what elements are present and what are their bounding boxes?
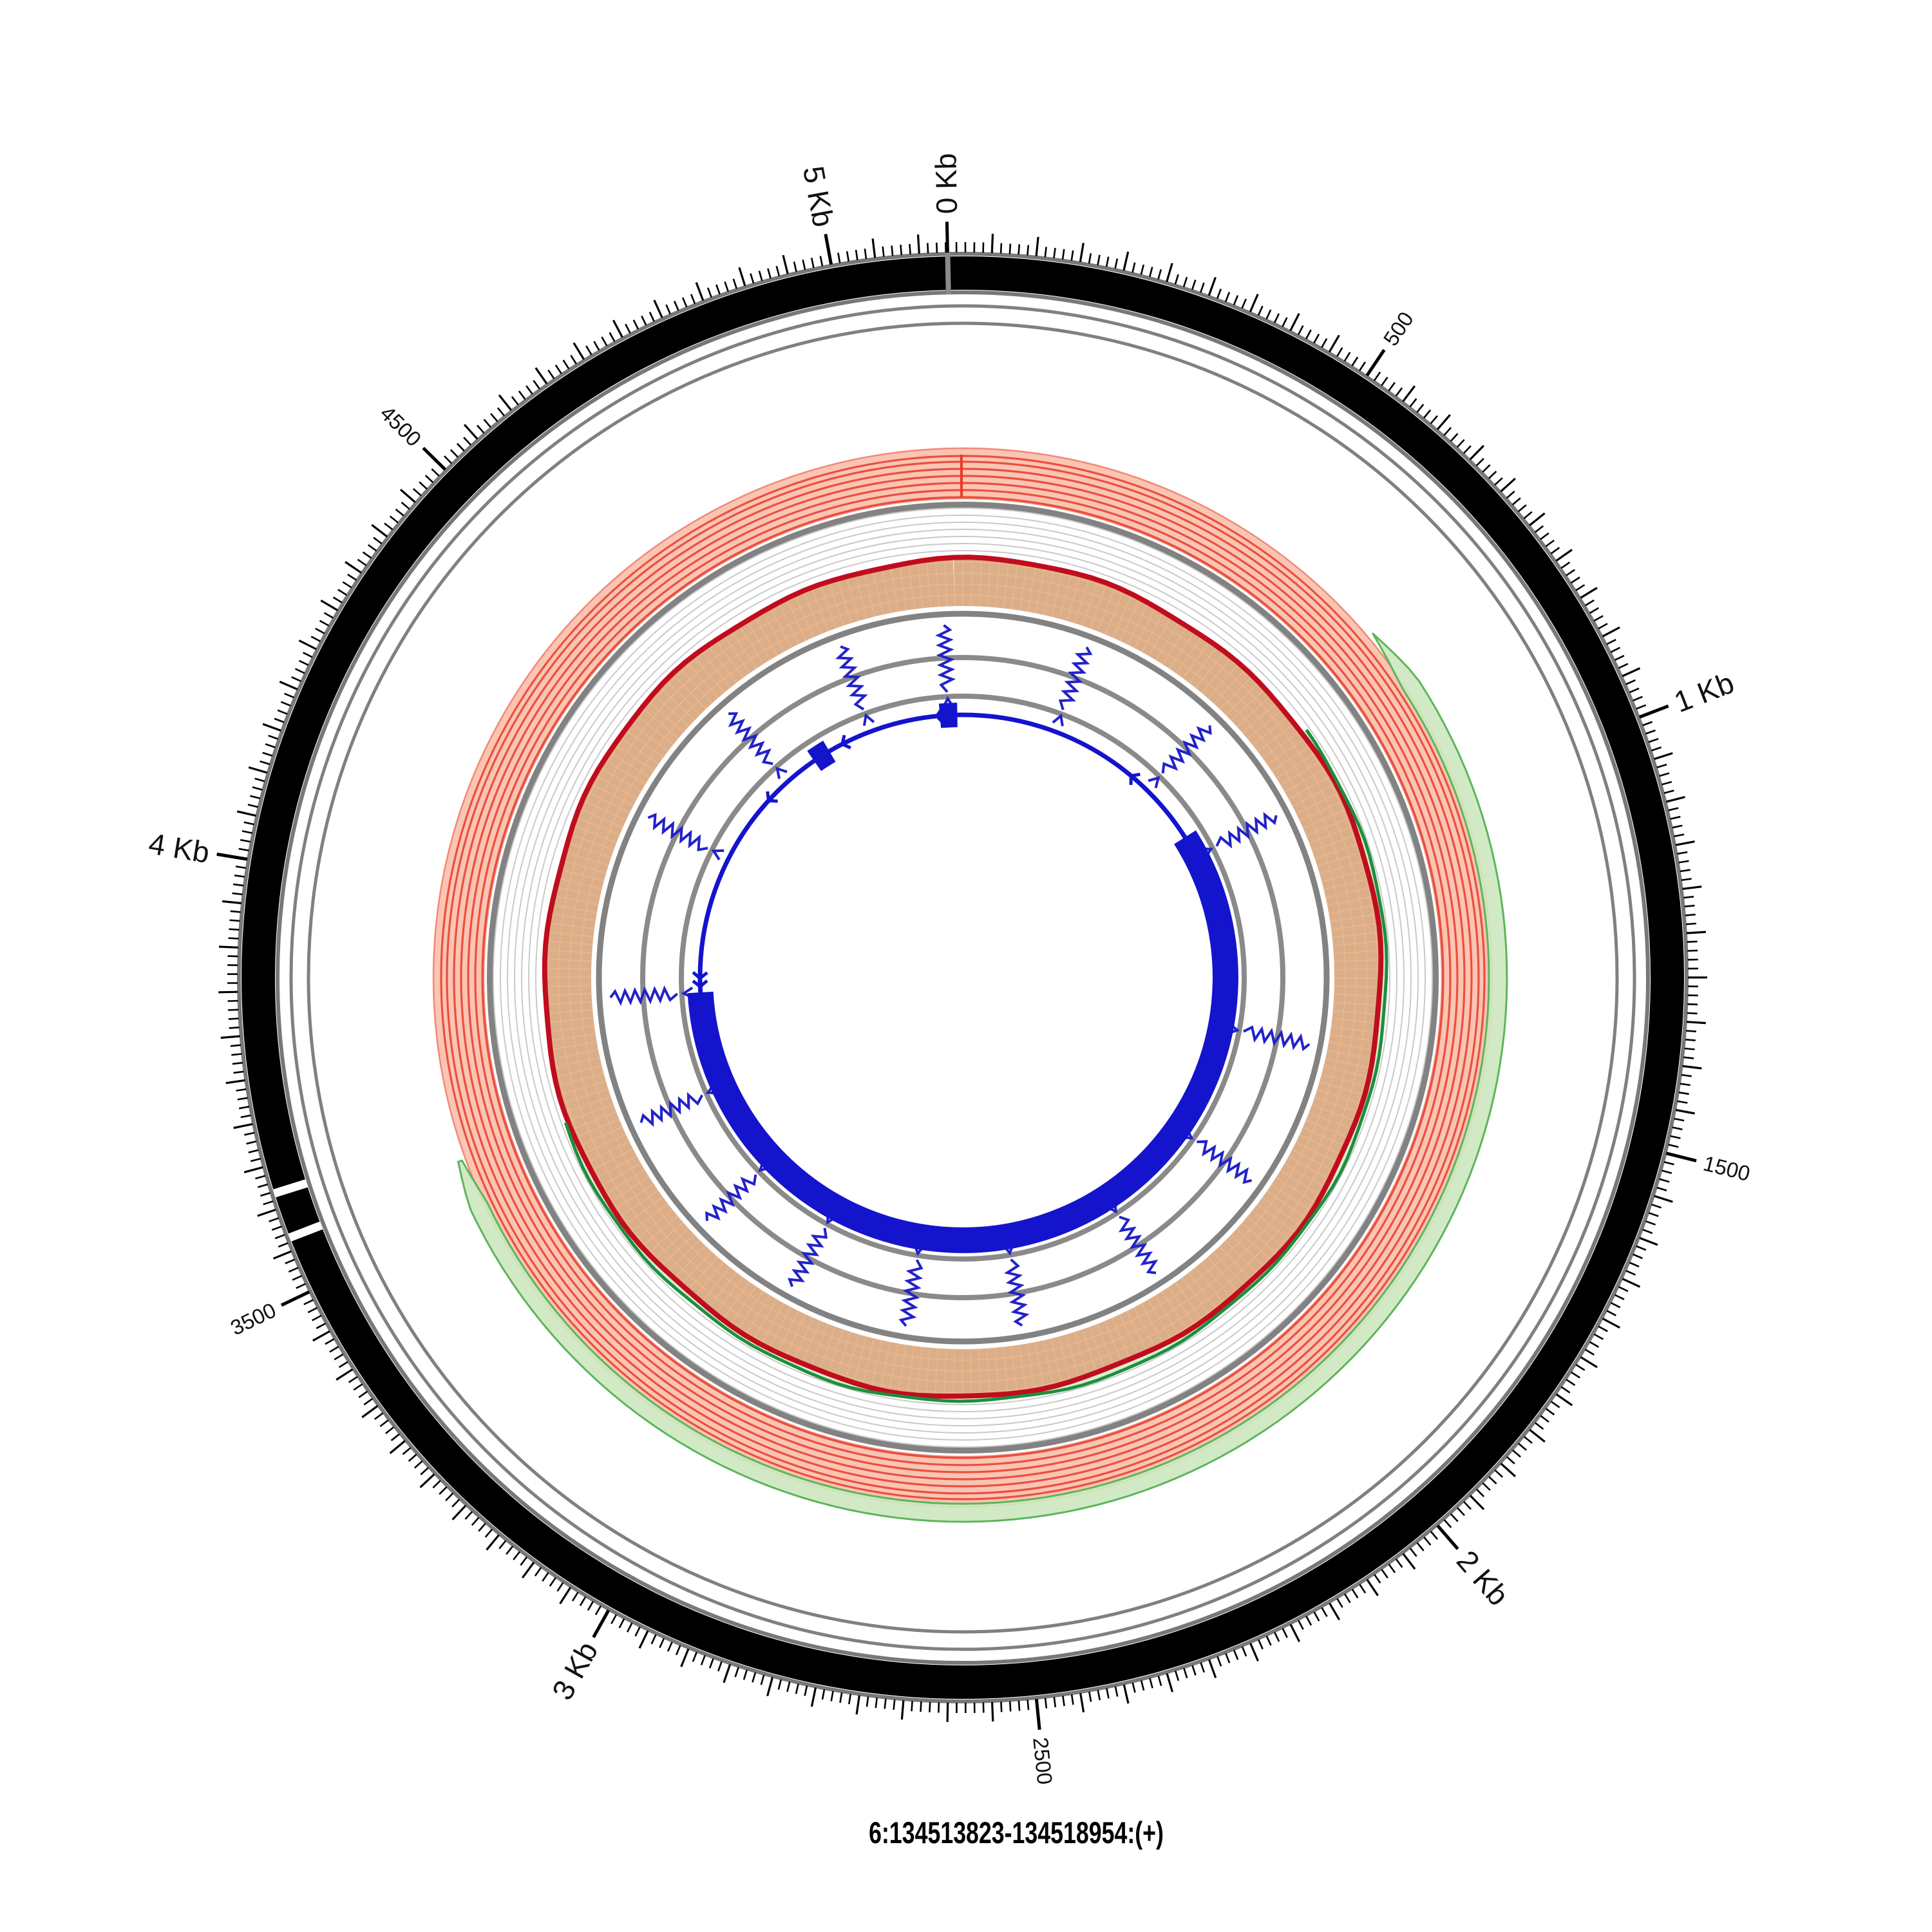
axis-tick-label: 4 Kb — [146, 826, 212, 869]
large-exon — [687, 830, 1238, 1253]
ideogram-ring — [237, 252, 1689, 1703]
coverage-track — [542, 554, 1388, 1403]
read-pileup-track — [432, 447, 1493, 1508]
outer-green-coverage-band — [457, 632, 1508, 1523]
axis-tick-labels: 0 Kb 500 1 Kb 1500 2 Kb 2500 3 Kb 3500 4 Kb 4500 5… — [146, 153, 1752, 1786]
cytoband-boundary — [288, 1221, 323, 1242]
axis-tick-label: 0 Kb — [929, 153, 963, 214]
small-exon — [807, 741, 836, 772]
axis-tick-label: 3500 — [227, 1298, 279, 1340]
axis-ring — [289, 304, 1636, 1651]
spring-connectors — [609, 624, 1311, 1327]
axis-tick-label: 2 Kb — [1450, 1544, 1515, 1612]
inner-reference-circles — [640, 655, 1285, 1300]
axis-tick-label: 500 — [1379, 307, 1418, 350]
genomic-axis-ticks — [216, 222, 1708, 1730]
cytoband-boundary — [273, 1179, 308, 1198]
region-caption: 6:134513823-134518954:(+) — [869, 1815, 1164, 1850]
axis-tick-label: 1 Kb — [1669, 666, 1738, 719]
axis-tick-label: 3 Kb — [545, 1636, 605, 1705]
gridline-track — [493, 507, 1433, 1448]
track-boundary-rings — [487, 502, 1439, 1454]
transcript-track — [687, 703, 1238, 1253]
sector-junction — [945, 252, 951, 295]
axis-tick-label: 4500 — [375, 401, 426, 451]
axis-tick-label: 5 Kb — [797, 164, 840, 230]
axis-tick-label: 2500 — [1028, 1736, 1057, 1786]
axis-tick-label: 1500 — [1701, 1151, 1752, 1186]
